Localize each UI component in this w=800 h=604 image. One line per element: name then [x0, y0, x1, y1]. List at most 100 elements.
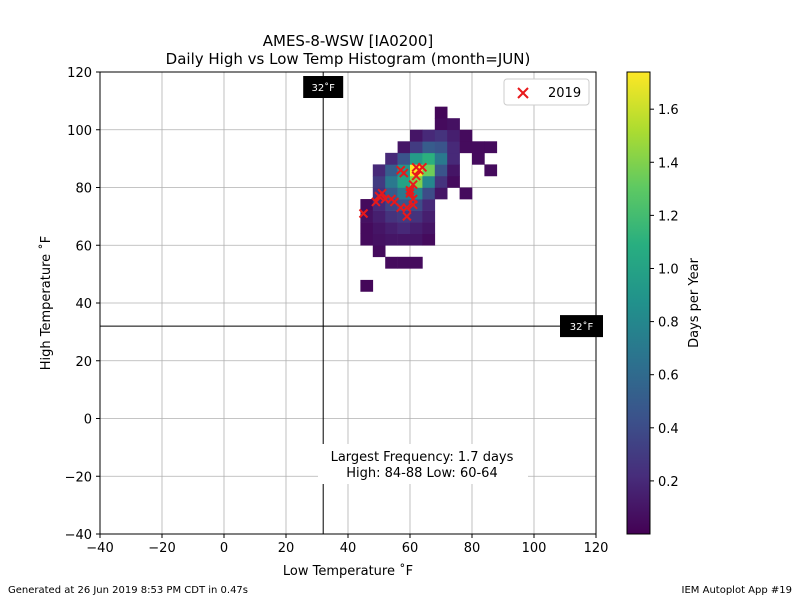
colorbar-tick-label: 1.2: [658, 209, 679, 224]
legend: 2019: [503, 78, 590, 106]
x-tick-label: 0: [220, 541, 228, 556]
data-point-2019: [408, 194, 418, 204]
legend-label-2019: 2019: [548, 86, 581, 101]
legend-box: [503, 78, 590, 106]
heatmap-bin: [397, 175, 411, 188]
x-axis-label: Low Temperature ˚F: [283, 563, 413, 579]
heatmap-bin: [410, 164, 423, 177]
y-axis-ticks: −40 −20 0 20 40 60 80 100 120: [65, 66, 100, 543]
freezing-label-right-box: [560, 315, 603, 338]
heatmap-bin: [397, 233, 411, 246]
heatmap-bin: [397, 210, 411, 223]
heatmap-bin: [410, 222, 423, 234]
footer-generated-text: Generated at 26 Jun 2019 8:53 PM CDT in …: [8, 585, 249, 596]
heatmap-bin: [484, 141, 498, 154]
heatmap-bin: [397, 222, 411, 234]
heatmap-bin: [385, 152, 398, 165]
heatmap-bin: [422, 152, 436, 165]
heatmap-bin: [360, 199, 374, 211]
heatmap-bin: [422, 222, 436, 234]
heatmap-bin: [422, 175, 436, 188]
data-point-2019: [408, 179, 418, 190]
heatmap-bin: [447, 118, 460, 131]
heatmap-bin: [372, 187, 386, 200]
x-tick-label: 40: [340, 541, 357, 556]
chart-title: AMES-8-WSW [IA0200]: [263, 32, 433, 50]
heatmap-bin: [484, 164, 498, 177]
heatmap-bin: [434, 175, 448, 188]
heatmap-bin: [422, 141, 436, 154]
heatmap-bin: [410, 152, 423, 165]
heatmap-bin: [360, 233, 374, 246]
x-tick-label: 100: [522, 541, 547, 556]
data-point-2019: [402, 203, 412, 213]
heatmap-bin: [434, 106, 448, 119]
heatmap-bin: [372, 233, 386, 246]
annotation-line-1: Largest Frequency: 1.7 days: [331, 450, 514, 465]
y-tick-label: 80: [75, 182, 92, 197]
heatmap-bin: [397, 152, 411, 165]
heatmap-bin: [434, 141, 448, 154]
heatmap-bin: [434, 118, 448, 131]
y-tick-label: −40: [65, 528, 92, 543]
heatmap-bin: [397, 141, 411, 154]
heatmap-bin: [385, 233, 398, 246]
heatmap-bin: [372, 222, 386, 234]
heatmap-bin: [422, 187, 436, 200]
x-tick-label: 80: [464, 541, 481, 556]
y-tick-label: −20: [65, 470, 92, 485]
freezing-label-top: 32˚F: [311, 82, 335, 94]
heatmap-bin: [410, 141, 423, 154]
legend-marker-x: [517, 87, 529, 99]
heatmap-bin: [447, 129, 460, 142]
colorbar-tick-label: 1.6: [658, 103, 679, 118]
y-tick-label: 100: [67, 124, 92, 139]
heatmap-bin: [372, 175, 386, 188]
annotation-line-2: High: 84-88 Low: 60-64: [346, 466, 497, 481]
heatmap-bin: [385, 187, 398, 200]
heatmap-bin: [422, 210, 436, 223]
heatmap-bin: [410, 199, 423, 211]
heatmap-bin: [447, 141, 460, 154]
heatmap-bin: [422, 164, 436, 177]
heatmap-bin: [447, 164, 460, 177]
y-tick-label: 60: [75, 239, 92, 254]
heatmap-bin: [385, 222, 398, 234]
data-point-2019: [402, 211, 412, 222]
heatmap-bin: [397, 256, 411, 269]
heatmap-bin: [385, 256, 398, 269]
heatmap-bin: [385, 164, 398, 177]
heatmap-bin: [447, 175, 460, 188]
x-tick-label: −40: [86, 541, 113, 556]
colorbar-tick-label: 0.6: [658, 369, 679, 384]
footer-app-text: IEM Autoplot App #19: [681, 585, 792, 596]
x-tick-label: −20: [148, 541, 175, 556]
heatmap-bin: [397, 187, 411, 200]
chart-subtitle: Daily High vs Low Temp Histogram (month=…: [166, 50, 531, 68]
heatmap-bin: [459, 187, 473, 200]
colorbar-tick-label: 0.8: [658, 316, 679, 331]
colorbar-tick-label: 0.4: [658, 422, 679, 437]
heatmap-bins: [360, 106, 498, 292]
heatmap-bin: [410, 187, 423, 200]
colorbar-label: Days per Year: [687, 257, 702, 347]
data-point-2019: [377, 188, 387, 198]
heatmap-bin: [385, 175, 398, 188]
heatmap-bin: [422, 233, 436, 246]
heatmap-bin: [372, 210, 386, 223]
freezing-label-top-box: [303, 76, 344, 98]
data-point-2019: [417, 162, 428, 172]
heatmap-bin: [360, 279, 374, 292]
colorbar-tick-label: 1.0: [658, 262, 679, 277]
heatmap-bin: [434, 164, 448, 177]
heatmap-bin: [372, 164, 386, 177]
data-point-2019: [405, 188, 415, 198]
x-tick-label: 120: [584, 541, 609, 556]
heatmap-bin: [372, 245, 386, 258]
heatmap-bin: [410, 129, 423, 142]
colorbar-ticks: 0.2 0.4 0.6 0.8 1.0 1.2 1.4 1.6: [650, 103, 679, 490]
data-point-2019: [399, 168, 409, 178]
heatmap-bin: [459, 141, 473, 154]
data-point-2019: [411, 171, 421, 181]
